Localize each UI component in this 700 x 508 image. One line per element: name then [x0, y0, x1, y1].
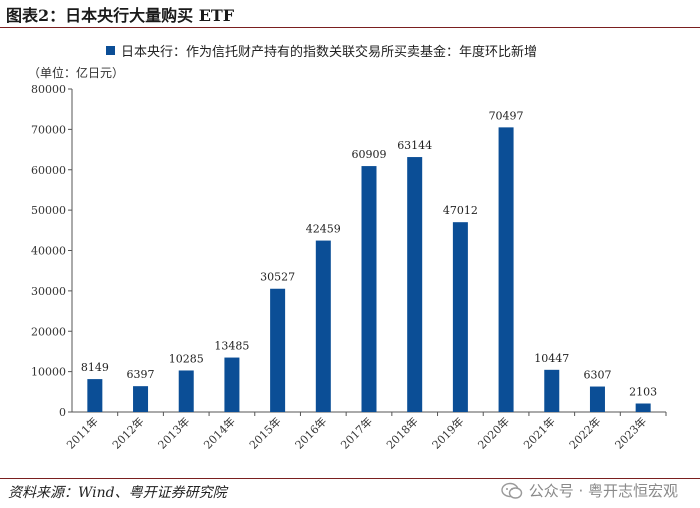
- title-rule: [0, 27, 700, 28]
- bar: [589, 386, 605, 412]
- source-note: 资料来源：Wind、粤开证券研究院: [8, 485, 227, 501]
- x-tick-label: 2011年: [63, 414, 100, 451]
- bar: [178, 370, 194, 412]
- watermark: 公众号 · 粤开志恒宏观: [500, 480, 678, 501]
- y-tick-label: 50000: [31, 204, 66, 217]
- data-label: 8149: [81, 361, 109, 374]
- x-tick-label: 2023年: [612, 414, 649, 451]
- data-label: 30527: [260, 271, 295, 284]
- bar: [498, 127, 514, 413]
- y-tick-label: 10000: [31, 366, 66, 379]
- y-tick-label: 0: [59, 406, 66, 419]
- watermark-text: 公众号 · 粤开志恒宏观: [528, 482, 678, 500]
- legend-swatch: [106, 46, 115, 55]
- bar: [544, 369, 560, 412]
- bar: [635, 403, 651, 412]
- x-tick-label: 2021年: [520, 414, 557, 451]
- x-tick-label: 2019年: [429, 414, 466, 451]
- chart-legend: 日本央行：作为信托财产持有的指数关联交易所买卖基金：年度环比新增: [106, 41, 537, 60]
- bar: [361, 166, 377, 412]
- y-tick-label: 40000: [31, 245, 66, 258]
- source-rule: [0, 478, 700, 479]
- x-tick-label: 2012年: [109, 414, 146, 451]
- bar: [270, 288, 286, 412]
- data-label: 6307: [583, 369, 611, 382]
- y-tick-label: 60000: [31, 164, 66, 177]
- x-tick-label: 2016年: [292, 414, 329, 451]
- data-label: 42459: [306, 223, 341, 236]
- x-tick-label: 2017年: [338, 414, 375, 451]
- x-tick-label: 2014年: [201, 414, 238, 451]
- x-tick-label: 2018年: [383, 414, 420, 451]
- figure-title: 图表2：日本央行大量购买 ETF: [6, 6, 235, 25]
- data-label: 13485: [214, 340, 249, 353]
- y-tick-label: 30000: [31, 285, 66, 298]
- x-tick-label: 2020年: [475, 414, 512, 451]
- y-tick-label: 70000: [31, 123, 66, 136]
- data-label: 10285: [169, 352, 204, 365]
- data-label: 10447: [534, 352, 569, 365]
- y-tick-label: 20000: [31, 325, 66, 338]
- x-tick-label: 2015年: [246, 414, 283, 451]
- bar: [315, 240, 331, 412]
- x-tick-label: 2013年: [155, 414, 192, 451]
- data-label: 60909: [352, 148, 387, 161]
- bar: [407, 157, 423, 412]
- y-tick-label: 80000: [31, 83, 66, 96]
- data-label: 6397: [127, 368, 155, 381]
- data-label: 47012: [443, 204, 478, 217]
- wechat-icon: [500, 482, 522, 499]
- x-tick-label: 2022年: [566, 414, 603, 451]
- bar: [133, 386, 149, 412]
- bar: [87, 379, 103, 412]
- bar: [452, 222, 468, 412]
- unit-label: （单位：亿日元）: [28, 66, 125, 80]
- data-label: 2103: [629, 386, 657, 399]
- legend-label: 日本央行：作为信托财产持有的指数关联交易所买卖基金：年度环比新增: [121, 45, 538, 60]
- data-label: 70497: [489, 109, 524, 122]
- data-label: 63144: [397, 139, 432, 152]
- bar-chart: 0 10000 20000 30000 40000 50000 60000 70000 8000…: [31, 83, 667, 452]
- bar: [224, 357, 240, 412]
